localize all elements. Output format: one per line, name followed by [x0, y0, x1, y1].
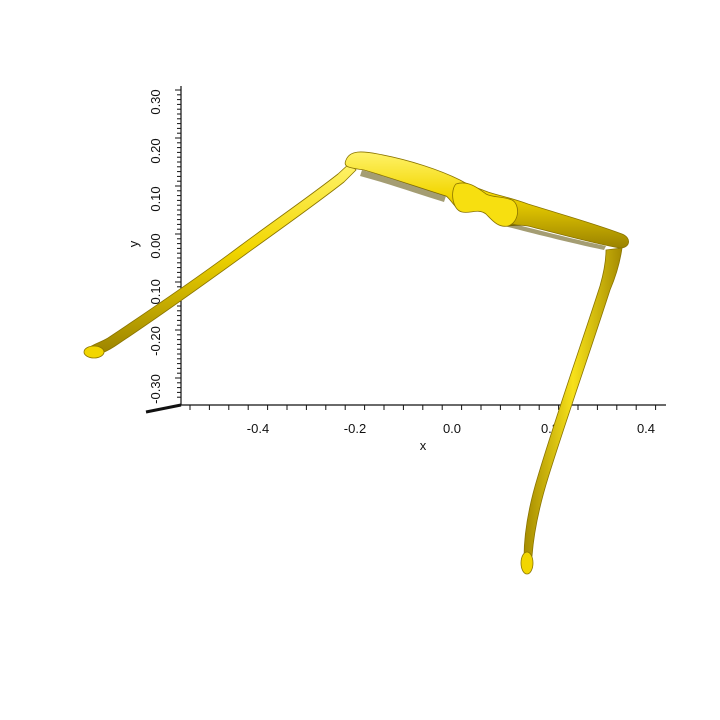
y-axis-title: y: [126, 240, 141, 247]
x-tick-label: 0.0: [443, 421, 461, 436]
z-axis-stub: [145, 403, 182, 414]
frame-inner-shadow: [360, 170, 606, 250]
x-tick-label: 0.4: [637, 421, 655, 436]
y-tick-labels: 0.30 0.20 0.10 0.00 -0.10 -0.20 -0.30: [148, 89, 163, 403]
y-tick-label: -0.10: [148, 279, 163, 309]
right-temple-arm: [523, 247, 623, 559]
x-axis-ticks: [189, 405, 657, 410]
y-tick-label: 0.00: [148, 233, 163, 258]
x-axis-title: x: [420, 438, 427, 453]
frame-bridge: [452, 182, 518, 227]
y-tick-label: -0.30: [148, 374, 163, 404]
right-temple-tip: [520, 551, 534, 575]
left-temple-arm: [85, 162, 357, 357]
y-tick-label: 0.10: [148, 186, 163, 211]
left-temple-tip: [83, 345, 105, 359]
y-tick-label: 0.20: [148, 138, 163, 163]
axes: [145, 86, 666, 414]
eyeglasses-mesh: [83, 151, 629, 575]
x-tick-label: -0.2: [344, 421, 366, 436]
y-tick-label: 0.30: [148, 89, 163, 114]
x-tick-labels: -0.4 -0.2 0.0 0.2 0.4: [247, 421, 655, 436]
x-tick-label: -0.4: [247, 421, 269, 436]
y-axis-ticks: [175, 89, 181, 398]
y-tick-label: -0.20: [148, 326, 163, 356]
